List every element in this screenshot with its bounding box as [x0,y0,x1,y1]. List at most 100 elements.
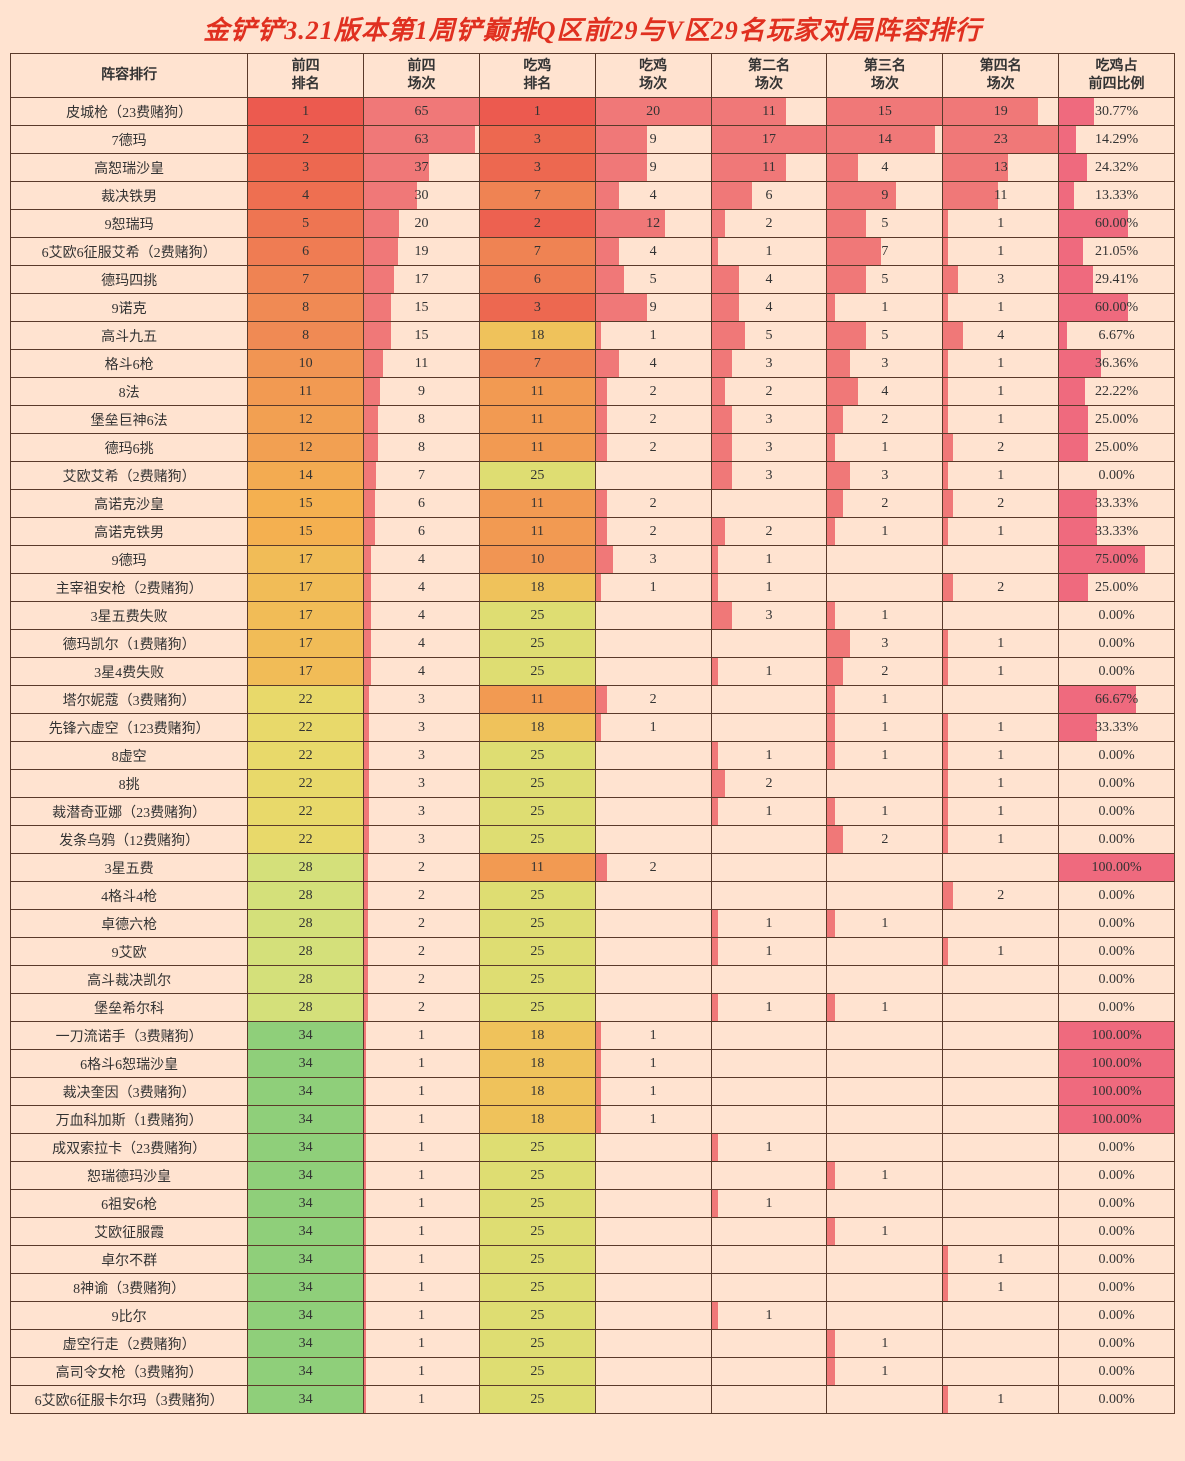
rank-cell: 12 [248,434,364,462]
bar-cell [827,1106,943,1134]
bar-cell: 1 [711,742,827,770]
bar-cell [711,1274,827,1302]
comp-name: 8虚空 [11,742,248,770]
pct-cell: 0.00% [1059,826,1175,854]
table-row: 裁决奎因（3费赌狗）341181100.00% [11,1078,1175,1106]
bar-cell: 1 [595,1106,711,1134]
table-header: 第四名场次 [943,54,1059,98]
bar-cell: 4 [364,658,480,686]
bar-cell: 1 [711,1190,827,1218]
bar-cell [711,1022,827,1050]
rank-cell: 22 [248,742,364,770]
bar-cell: 4 [595,238,711,266]
bar-cell: 1 [943,770,1059,798]
bar-cell: 13 [943,154,1059,182]
bar-cell: 1 [943,294,1059,322]
table-row: 卓德六枪28225110.00% [11,910,1175,938]
bar-cell: 1 [595,714,711,742]
rank-cell: 10 [479,546,595,574]
bar-cell: 2 [711,518,827,546]
pct-cell: 0.00% [1059,1302,1175,1330]
bar-cell: 4 [595,182,711,210]
bar-cell: 1 [711,994,827,1022]
bar-cell: 3 [364,686,480,714]
bar-cell: 12 [595,210,711,238]
table-row: 德玛6挑12811231225.00% [11,434,1175,462]
table-row: 德玛四挑7176545329.41% [11,266,1175,294]
bar-cell: 1 [827,294,943,322]
bar-cell: 1 [364,1190,480,1218]
bar-cell: 1 [711,1302,827,1330]
bar-cell [595,658,711,686]
comp-name: 9德玛 [11,546,248,574]
table-row: 堡垒巨神6法12811232125.00% [11,406,1175,434]
pct-cell: 0.00% [1059,1246,1175,1274]
comp-name: 高诺克铁男 [11,518,248,546]
bar-cell [827,546,943,574]
rank-cell: 25 [479,602,595,630]
bar-cell [711,1050,827,1078]
rank-cell: 28 [248,938,364,966]
rank-cell: 3 [479,294,595,322]
bar-cell: 1 [943,826,1059,854]
bar-cell: 1 [595,322,711,350]
bar-cell: 1 [943,350,1059,378]
bar-cell [943,854,1059,882]
bar-cell: 3 [364,770,480,798]
bar-cell [827,1274,943,1302]
rank-cell: 1 [248,98,364,126]
table-header: 第二名场次 [711,54,827,98]
bar-cell: 3 [364,742,480,770]
rank-cell: 6 [479,266,595,294]
pct-cell: 0.00% [1059,798,1175,826]
bar-cell: 9 [595,154,711,182]
pct-cell: 29.41% [1059,266,1175,294]
bar-cell: 1 [364,1078,480,1106]
bar-cell: 1 [943,238,1059,266]
bar-cell: 2 [595,854,711,882]
table-header: 前四排名 [248,54,364,98]
bar-cell: 8 [364,434,480,462]
bar-cell: 2 [827,826,943,854]
table-row: 万血科加斯（1费赌狗）341181100.00% [11,1106,1175,1134]
rank-cell: 11 [479,490,595,518]
comp-name: 发条乌鸦（12费赌狗） [11,826,248,854]
bar-cell: 1 [711,238,827,266]
table-row: 6艾欧6征服卡尔玛（3费赌狗）3412510.00% [11,1386,1175,1414]
table-row: 9诺克8153941160.00% [11,294,1175,322]
bar-cell [711,1162,827,1190]
bar-cell: 1 [943,406,1059,434]
rank-cell: 11 [479,518,595,546]
rank-cell: 15 [248,518,364,546]
table-row: 艾欧征服霞3412510.00% [11,1218,1175,1246]
rank-cell: 18 [479,1078,595,1106]
bar-cell [595,1330,711,1358]
bar-cell: 1 [827,714,943,742]
pct-cell: 75.00% [1059,546,1175,574]
rank-cell: 22 [248,686,364,714]
bar-cell [595,938,711,966]
bar-cell: 1 [943,210,1059,238]
bar-cell: 3 [711,350,827,378]
rank-cell: 25 [479,658,595,686]
comp-name: 卓德六枪 [11,910,248,938]
table-row: 6艾欧6征服艾希（2费赌狗）6197417121.05% [11,238,1175,266]
table-row: 9德玛174103175.00% [11,546,1175,574]
bar-cell: 1 [364,1358,480,1386]
table-row: 7德玛2633917142314.29% [11,126,1175,154]
pct-cell: 0.00% [1059,658,1175,686]
table-row: 3星4费失败174251210.00% [11,658,1175,686]
bar-cell: 1 [364,1386,480,1414]
pct-cell: 0.00% [1059,462,1175,490]
bar-cell [595,1190,711,1218]
table-row: 3星五费282112100.00% [11,854,1175,882]
rank-cell: 34 [248,1134,364,1162]
rank-cell: 28 [248,882,364,910]
rank-cell: 25 [479,1218,595,1246]
pct-cell: 13.33% [1059,182,1175,210]
bar-cell: 2 [943,882,1059,910]
rank-cell: 7 [248,266,364,294]
rank-cell: 34 [248,1274,364,1302]
bar-cell [595,994,711,1022]
rank-cell: 11 [479,378,595,406]
